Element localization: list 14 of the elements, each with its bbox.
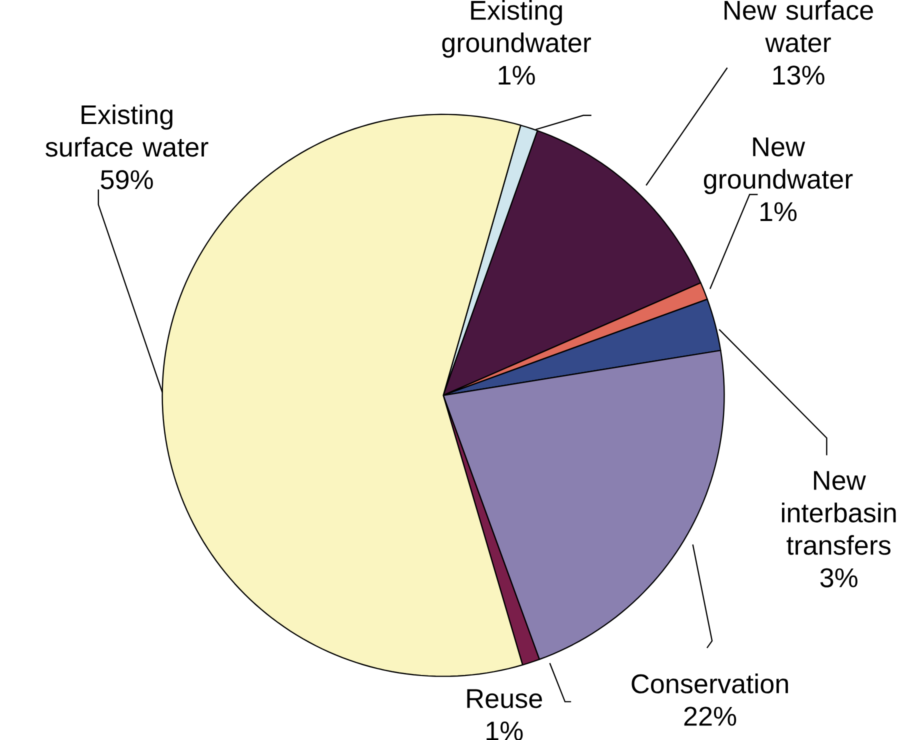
slice-label: Existing groundwater — [442, 0, 591, 58]
data-label: 1% — [760, 202, 797, 221]
data-label: 13% — [773, 65, 824, 85]
slice-label: Conservation — [632, 673, 788, 694]
data-label: 59% — [100, 170, 153, 189]
slice-label: Existing surface water — [46, 104, 208, 157]
slice-label: New groundwater — [704, 137, 853, 194]
slice-label: Reuse — [467, 689, 542, 708]
slice-label: New surface water — [724, 0, 873, 52]
data-label: 22% — [684, 706, 736, 726]
data-label: 1% — [498, 66, 535, 84]
slice-label: New interbasin transfers — [782, 470, 896, 555]
data-label: 1% — [486, 721, 523, 740]
data-label: 3% — [820, 568, 858, 588]
